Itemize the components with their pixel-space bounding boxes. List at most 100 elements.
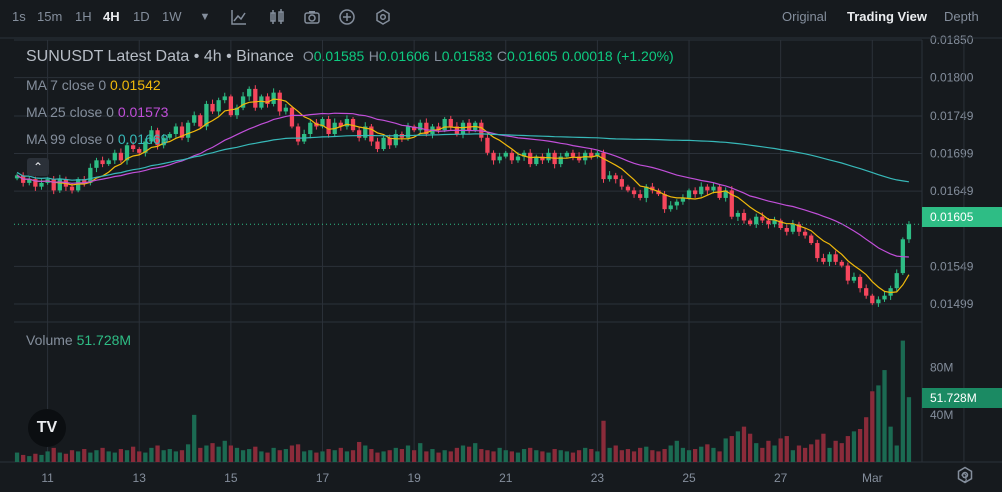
candle-body [344, 118, 350, 127]
candle-body [57, 179, 62, 191]
volume-bar [564, 451, 569, 462]
candle-body [27, 179, 32, 183]
candle-body [692, 190, 698, 195]
gear-icon[interactable] [956, 466, 974, 484]
volume-bar [485, 450, 490, 462]
volume-bar [106, 451, 111, 462]
candle-body [864, 288, 869, 296]
volume-bar [424, 451, 429, 462]
candle-body [192, 115, 197, 123]
volume-bar [656, 451, 661, 462]
candle-body [882, 295, 887, 300]
volume-bar [705, 444, 710, 462]
candle-body [534, 156, 539, 165]
volume-bar [454, 447, 460, 462]
candle-body [662, 194, 667, 210]
volume-bar [729, 436, 734, 462]
indicators-icon[interactable] [230, 8, 248, 26]
volume-bar [613, 445, 618, 462]
candle-body [491, 152, 496, 161]
chart-type-icon[interactable] [268, 8, 286, 26]
volume-bar [851, 431, 857, 462]
volume-bar [900, 340, 905, 462]
candle-body [576, 156, 582, 161]
candle-body [326, 118, 331, 134]
candle-body [625, 186, 631, 191]
volume-bar [546, 452, 551, 462]
timeframe-1d[interactable]: 1D [133, 9, 150, 24]
volume-bar [302, 451, 307, 462]
candle-body [778, 220, 783, 228]
volume-tick-label: 80M [930, 361, 953, 375]
candle-body [295, 126, 301, 142]
timeframe-15m[interactable]: 15m [37, 9, 63, 24]
candle-body [149, 130, 154, 142]
add-icon[interactable] [338, 8, 356, 26]
time-tick-label: 13 [133, 471, 147, 485]
volume-bar [63, 453, 69, 462]
volume-bar [192, 414, 197, 462]
volume-bar [277, 450, 282, 462]
candle-body [711, 186, 716, 191]
tab-trading-view[interactable]: Trading View [847, 9, 927, 24]
candle-body [33, 179, 38, 187]
volume-bar [21, 454, 26, 462]
volume-bar [662, 449, 667, 462]
candle-body [69, 186, 75, 191]
volume-bar [870, 391, 875, 462]
volume-bar [760, 447, 765, 462]
settings-hex-icon[interactable] [374, 8, 392, 26]
candle-body [14, 175, 20, 179]
candle-body [198, 115, 203, 127]
candle-body [857, 276, 863, 289]
volume-bar [350, 450, 356, 462]
price-tick-label: 0.01549 [930, 259, 974, 273]
volume-bar [601, 420, 606, 462]
candle-body [546, 152, 551, 161]
volume-bar [711, 447, 716, 462]
change-value: 0.00018 (+1.20%) [562, 48, 674, 64]
ma7-line [16, 98, 910, 294]
candle-body [442, 118, 447, 131]
timeframe-1s[interactable]: 1s [12, 9, 26, 24]
timeframe-1w[interactable]: 1W [162, 9, 182, 24]
tradingview-logo: TV [28, 409, 66, 447]
candle-body [656, 190, 661, 195]
volume-bar [809, 444, 814, 462]
candle-body [906, 224, 912, 240]
candle-body [515, 156, 521, 161]
tab-original[interactable]: Original [782, 9, 827, 24]
open-value: 0.01585 [313, 48, 365, 64]
open-label: O [302, 48, 314, 64]
candle-body [790, 224, 796, 232]
timeframe-1h[interactable]: 1H [75, 9, 92, 24]
volume-bar [680, 447, 686, 462]
volume-bar [619, 450, 624, 462]
volume-bar [228, 445, 234, 462]
candle-body [387, 137, 392, 146]
candle-body [668, 205, 673, 210]
candle-body [644, 186, 649, 198]
candle-body [271, 92, 276, 104]
volume-bar [338, 447, 343, 462]
volume-bar [326, 449, 331, 462]
candle-body [448, 118, 453, 127]
volume-bar [473, 443, 478, 462]
candle-body [735, 212, 741, 217]
volume-bar [815, 439, 820, 462]
collapse-legend-button[interactable]: ⌃ [27, 158, 49, 176]
screenshot-icon[interactable] [303, 8, 321, 26]
candle-body [155, 130, 160, 146]
timeframe-4h[interactable]: 4H [103, 9, 120, 24]
candle-body [705, 186, 710, 191]
volume-bar [528, 447, 533, 462]
volume-bar [161, 450, 166, 462]
candle-body [497, 156, 502, 161]
volume-bar [430, 449, 435, 462]
volume-bar [418, 443, 423, 462]
candle-body [839, 261, 844, 266]
tab-depth[interactable]: Depth [944, 9, 979, 24]
chevron-down-icon[interactable]: ▼ [199, 11, 211, 23]
high-value: 0.01606 [378, 48, 430, 64]
